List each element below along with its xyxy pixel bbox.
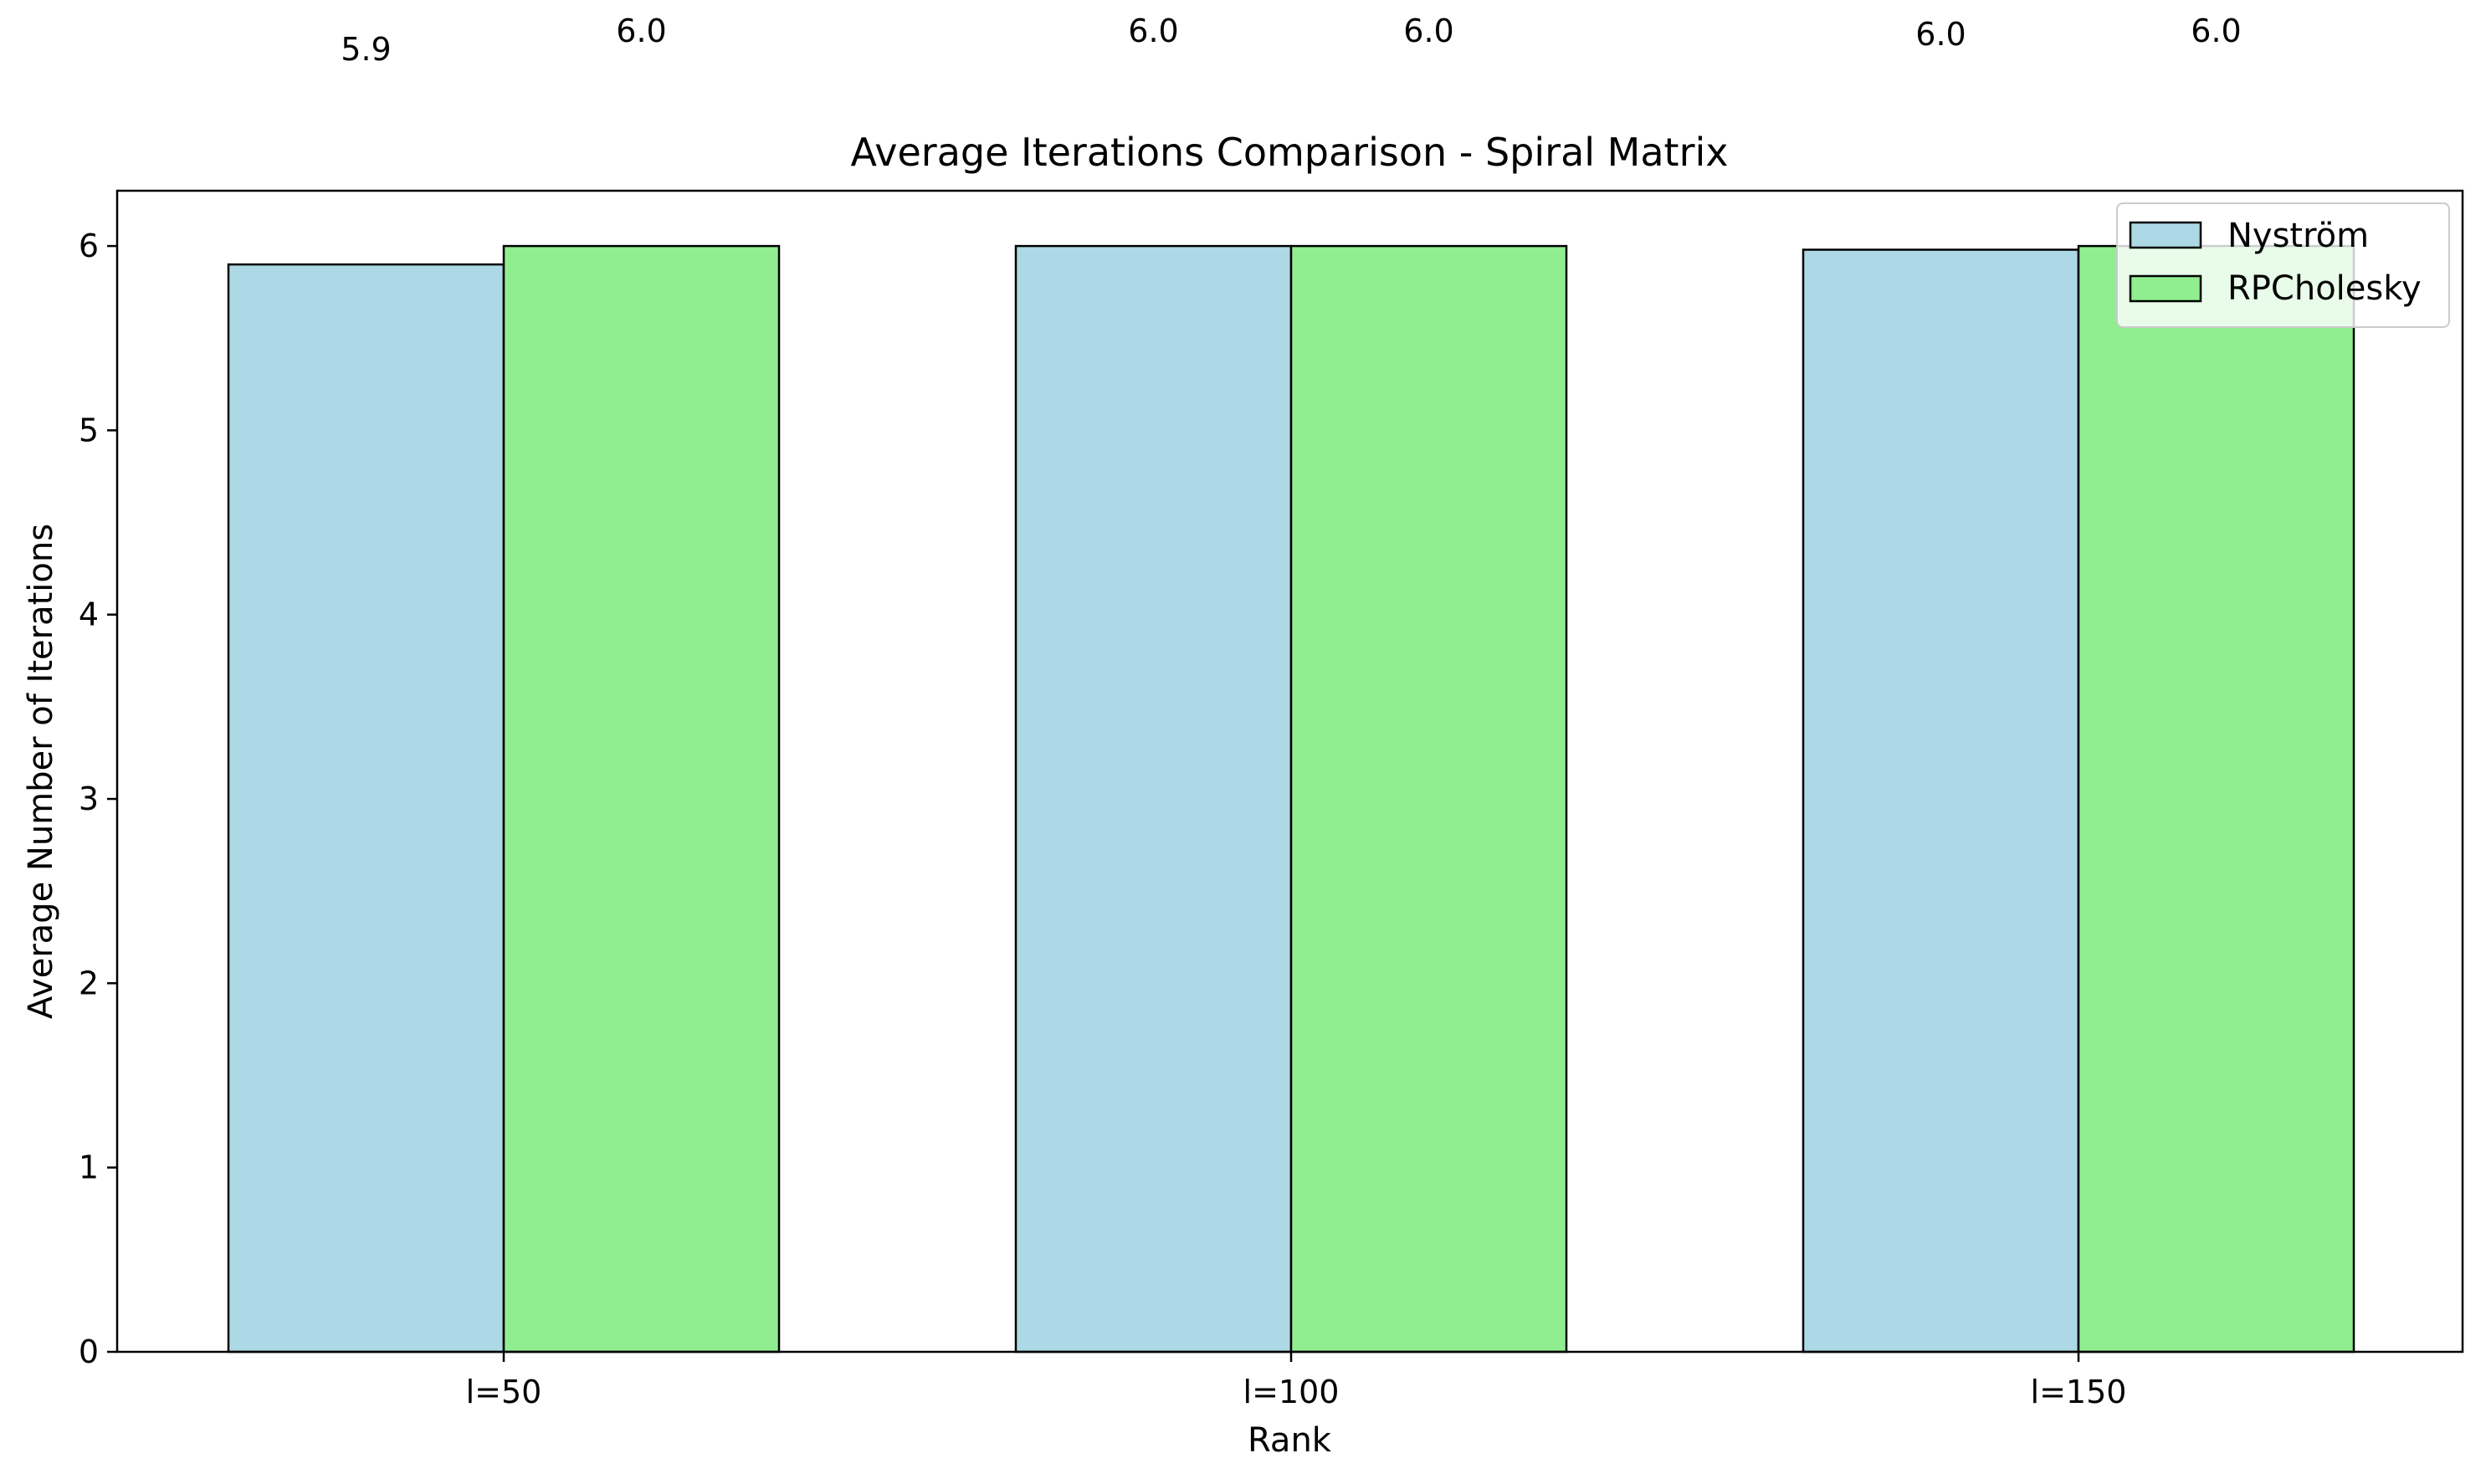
x-tick-label: l=50 bbox=[466, 1374, 542, 1410]
bar-nystrm-l150 bbox=[1802, 248, 2080, 1354]
y-tick-label: 5 bbox=[79, 412, 99, 448]
y-tick-label: 6 bbox=[79, 228, 99, 264]
data-label-nystrm-l150: 6.0 bbox=[1915, 16, 1966, 53]
plot-frame bbox=[115, 189, 2464, 1354]
data-label-nystrm-l100: 6.0 bbox=[1128, 13, 1178, 49]
y-tick-label: 2 bbox=[79, 965, 99, 1001]
y-tick-label: 1 bbox=[79, 1149, 99, 1186]
legend-label-nystrom: Nyström bbox=[2227, 217, 2369, 255]
x-tick-label: l=100 bbox=[1243, 1374, 1340, 1410]
x-tick-label: l=150 bbox=[2031, 1374, 2127, 1410]
data-label-rpcholesky-l150: 6.0 bbox=[2191, 13, 2241, 49]
y-tick-label: 0 bbox=[79, 1333, 99, 1370]
data-labels: 5.9 6.0 6.0 6.0 6.0 6.0 bbox=[341, 13, 2241, 68]
legend: Nyström RPCholesky bbox=[2116, 202, 2450, 328]
y-tick-label: 4 bbox=[79, 596, 99, 633]
legend-swatch-rpcholesky bbox=[2129, 274, 2202, 303]
y-axis-label: Average Number of Iterations bbox=[22, 524, 60, 1019]
x-axis-label: Rank bbox=[1248, 1421, 1332, 1460]
y-axis: 0 1 2 3 4 5 6 bbox=[79, 228, 117, 1370]
x-axis: l=50 l=100 l=150 bbox=[466, 1352, 2127, 1410]
y-tick-label: 3 bbox=[79, 780, 99, 817]
bars-layer bbox=[227, 244, 2355, 1354]
bar-rpcholesky-l50 bbox=[502, 244, 781, 1354]
legend-swatch-nystrom bbox=[2129, 221, 2202, 249]
bar-rpcholesky-l150 bbox=[2077, 244, 2355, 1354]
bar-nystrm-l50 bbox=[227, 263, 505, 1354]
data-label-rpcholesky-l50: 6.0 bbox=[616, 13, 666, 49]
bar-nystrm-l100 bbox=[1014, 244, 1293, 1354]
data-label-rpcholesky-l100: 6.0 bbox=[1403, 13, 1453, 49]
bar-rpcholesky-l100 bbox=[1289, 244, 1568, 1354]
data-label-nystrm-l50: 5.9 bbox=[341, 31, 391, 68]
legend-label-rpcholesky: RPCholesky bbox=[2227, 269, 2422, 308]
chart-title: Average Iterations Comparison - Spiral M… bbox=[851, 130, 1729, 175]
